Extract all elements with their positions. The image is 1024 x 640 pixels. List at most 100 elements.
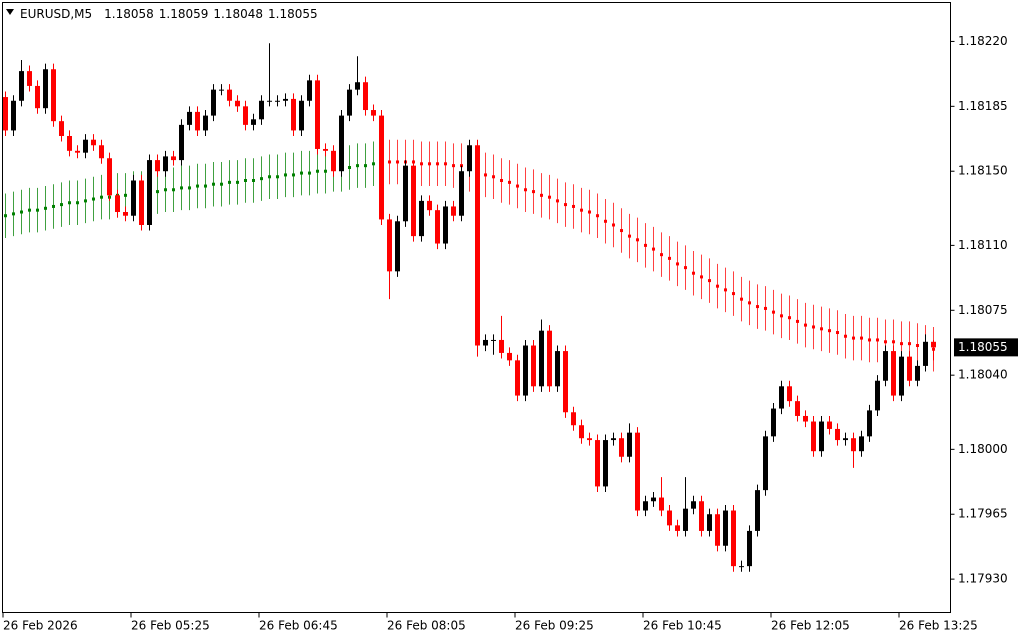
indicator-dot	[508, 180, 511, 184]
candle-body	[467, 145, 472, 172]
y-tick-label: 1.18185	[958, 99, 1008, 113]
indicator-dot	[484, 173, 487, 177]
candle-body	[43, 69, 48, 109]
indicator-dot	[644, 243, 647, 247]
indicator-dot	[36, 208, 39, 212]
indicator-dot	[828, 329, 831, 333]
candle-body	[555, 351, 560, 387]
candle-body	[171, 156, 176, 161]
candle-body	[451, 206, 456, 216]
candle-body	[331, 150, 336, 172]
candle-body	[443, 206, 448, 244]
menu-triangle[interactable]	[6, 9, 14, 15]
candle-body	[179, 124, 184, 161]
candle-body	[203, 115, 208, 131]
indicator-dot	[44, 206, 47, 210]
candle-body	[875, 380, 880, 411]
candle-body	[475, 145, 480, 346]
indicator-dot	[668, 256, 671, 260]
candle-body	[123, 212, 128, 216]
y-tick-label: 1.18150	[958, 164, 1008, 178]
x-tick-label: 26 Feb 05:25	[131, 619, 210, 633]
candle-body	[419, 200, 424, 237]
indicator-dot	[348, 166, 351, 170]
indicator-dot	[876, 338, 879, 342]
indicator-dot	[732, 292, 735, 296]
indicator-dot	[28, 208, 31, 212]
candle-body	[11, 100, 16, 131]
y-tick-label: 1.18220	[958, 34, 1008, 48]
indicator-dot	[676, 262, 679, 266]
candle-body	[3, 97, 8, 131]
indicator-dot	[260, 177, 263, 181]
indicator-dot	[804, 323, 807, 327]
candle-body	[259, 100, 264, 120]
candle-body	[339, 115, 344, 172]
indicator-dot	[124, 193, 127, 197]
plot-frame	[2, 2, 951, 613]
indicator-dot	[444, 162, 447, 166]
indicator-dot	[684, 266, 687, 270]
candle-body	[211, 89, 216, 116]
indicator-dot	[796, 319, 799, 323]
candle-body	[491, 339, 496, 341]
indicator-dot	[892, 340, 895, 344]
candle-body	[843, 438, 848, 441]
indicator-dot	[612, 223, 615, 227]
candle-body	[155, 160, 160, 172]
candle-body	[683, 508, 688, 531]
x-tick-label: 26 Feb 13:25	[899, 619, 978, 633]
candle-body	[163, 156, 168, 172]
candle-body	[643, 501, 648, 511]
indicator-dot	[524, 188, 527, 192]
indicator-dot	[604, 219, 607, 223]
candle-body	[715, 514, 720, 546]
indicator-dot	[556, 199, 559, 203]
candle-body	[571, 412, 576, 426]
header-value: 1.18055	[268, 7, 318, 21]
candle-body	[771, 408, 776, 437]
candle-body	[363, 82, 368, 111]
candle-body	[787, 386, 792, 402]
candle-body	[67, 135, 72, 151]
candle-body	[915, 365, 920, 381]
candle-body	[547, 330, 552, 387]
candle-body	[627, 432, 632, 457]
candle-body	[427, 200, 432, 211]
y-tick-label: 1.18040	[958, 368, 1008, 382]
last-price-box	[954, 338, 1018, 357]
candle-body	[459, 171, 464, 216]
candle-body	[75, 150, 80, 153]
candle-body	[827, 421, 832, 429]
indicator-dot	[724, 288, 727, 292]
indicator-dot	[180, 186, 183, 190]
candle-body	[283, 98, 288, 101]
indicator-dot	[68, 201, 71, 205]
indicator-dot	[436, 162, 439, 166]
indicator-dot	[204, 184, 207, 188]
candle-body	[403, 165, 408, 222]
indicator-dot	[748, 301, 751, 305]
candle-body	[243, 106, 248, 125]
indicator-dot	[236, 180, 239, 184]
indicator-dot	[860, 336, 863, 340]
indicator-dot	[316, 169, 319, 173]
indicator-dot	[652, 247, 655, 251]
candle-body	[851, 438, 856, 452]
indicator-dot	[756, 305, 759, 309]
indicator-dot	[572, 204, 575, 208]
header-value: 1.18059	[159, 7, 209, 21]
candle-body	[395, 221, 400, 272]
candle-body	[107, 158, 112, 196]
candle-body	[619, 438, 624, 457]
indicator-dot	[772, 310, 775, 314]
candle-body	[507, 352, 512, 361]
candle-body	[539, 330, 544, 387]
candle-body	[411, 165, 416, 237]
candle-body	[267, 100, 272, 102]
header-value: 1.18058	[104, 7, 154, 21]
indicator-dot	[244, 178, 247, 182]
candle-body	[579, 425, 584, 439]
candle-body	[355, 82, 360, 90]
